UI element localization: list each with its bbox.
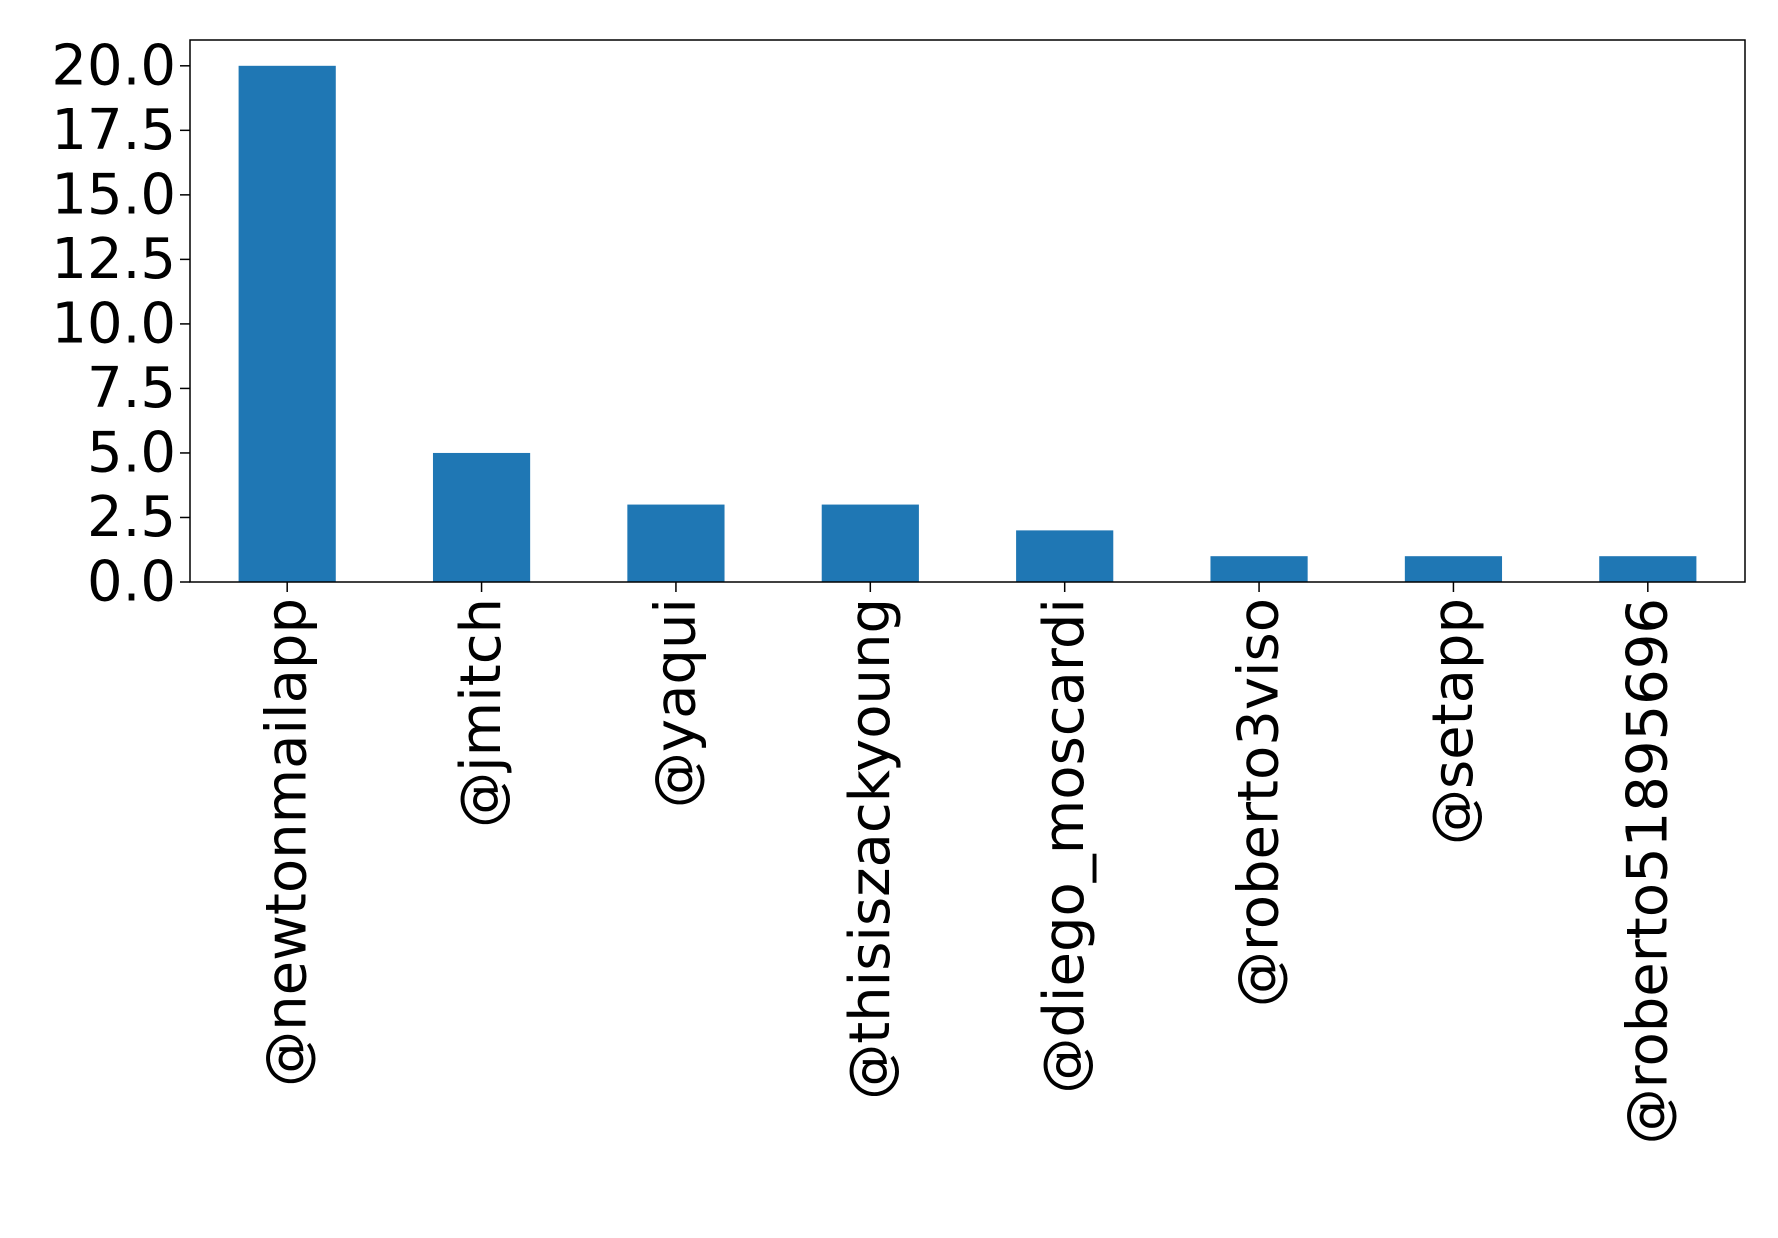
y-axis: 0.02.55.07.510.012.515.017.520.0 (51, 33, 190, 615)
x-tick-label: @newtonmailapp (255, 598, 320, 1087)
x-tick-label: @roberto3viso (1227, 598, 1292, 1007)
x-tick-label: @diego_moscardi (1032, 598, 1097, 1094)
x-tick-label: @yaqui (643, 598, 708, 808)
y-tick-label: 0.0 (87, 550, 176, 615)
y-tick-label: 7.5 (87, 356, 176, 421)
x-tick-label: @setapp (1421, 598, 1486, 845)
bar-setapp (1404, 556, 1503, 582)
x-tick-label: @jmitch (449, 598, 514, 828)
bar-newtonmailapp (238, 65, 336, 583)
x-axis: @newtonmailapp @jmitch @yaqui @thisiszackyo… (255, 582, 1680, 1144)
y-tick-label: 10.0 (51, 291, 176, 356)
y-tick-label: 20.0 (51, 33, 176, 98)
bar-roberto3viso (1210, 556, 1308, 582)
bar-roberto51895696 (1599, 556, 1697, 582)
bar-yaqui (627, 504, 725, 582)
x-tick-label: @roberto51895696 (1615, 598, 1680, 1144)
y-tick-label: 15.0 (51, 162, 176, 227)
bar-diego_moscardi (1016, 530, 1114, 582)
bar-jmitch (432, 452, 531, 582)
plot-frame (189, 39, 1746, 583)
y-tick-label: 17.5 (51, 98, 176, 163)
y-tick-label: 5.0 (87, 420, 176, 485)
bar-thisiszackyoung (821, 504, 919, 582)
y-tick-label: 12.5 (51, 227, 176, 292)
x-tick-label: @thisiszackyoung (838, 598, 903, 1100)
y-tick-label: 2.5 (87, 485, 176, 550)
bars-group (238, 65, 1697, 583)
